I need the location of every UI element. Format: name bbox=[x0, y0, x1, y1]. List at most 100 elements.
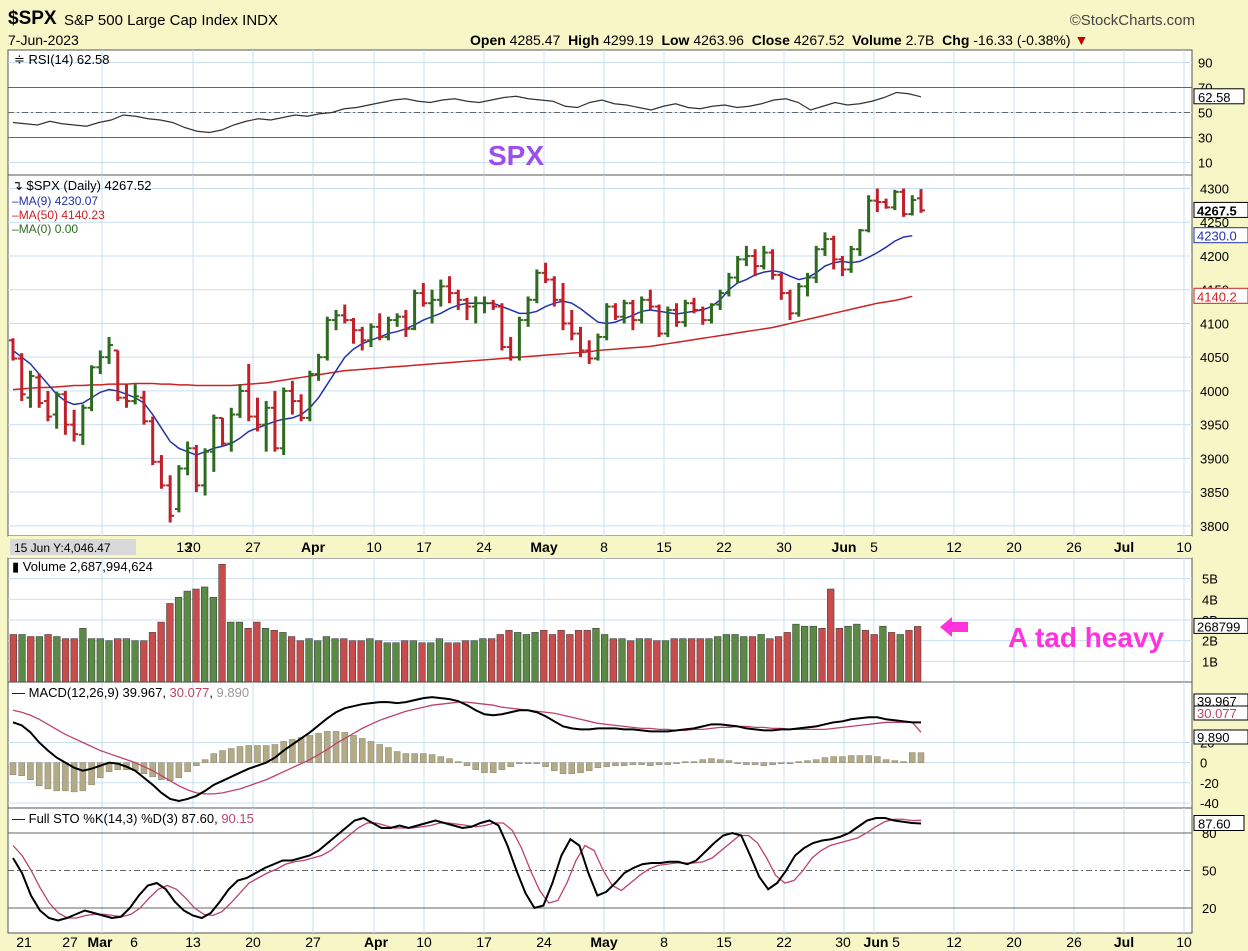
ohlc-bar bbox=[384, 316, 393, 341]
ohlc-bar bbox=[183, 441, 192, 476]
volume-bar bbox=[96, 638, 104, 683]
volume-bar bbox=[627, 640, 635, 683]
macd-hist-bar bbox=[917, 752, 925, 763]
macd-hist-bar bbox=[804, 760, 811, 763]
volume-tick-label: 2B bbox=[1202, 634, 1218, 649]
volume-bar bbox=[270, 630, 278, 683]
macd-hist-bar bbox=[376, 744, 383, 763]
volume-bar bbox=[801, 625, 809, 683]
macd-value-box bbox=[1193, 729, 1248, 745]
ohlc-bar bbox=[882, 198, 891, 209]
macd-hist-bar bbox=[350, 735, 357, 763]
macd-hist-bar bbox=[62, 762, 69, 792]
macd-hist-bar bbox=[481, 762, 488, 773]
price-value-box bbox=[1193, 287, 1248, 304]
macd-hist-bar bbox=[690, 761, 698, 763]
volume-bar bbox=[409, 640, 417, 683]
volume-bar bbox=[435, 638, 444, 683]
macd-hist-bar bbox=[184, 762, 191, 772]
macd-hist-bar bbox=[786, 762, 794, 764]
macd-hist-bar bbox=[245, 745, 252, 763]
ohlc-bar bbox=[768, 249, 777, 280]
price-tick-label: 4000 bbox=[1200, 384, 1229, 399]
ohlc-bar bbox=[628, 299, 637, 331]
ohlc-bar bbox=[463, 297, 471, 321]
low-label: Low bbox=[661, 32, 690, 48]
ohlc-bar bbox=[166, 475, 175, 523]
brand-label[interactable]: ©StockCharts.com bbox=[1069, 12, 1195, 29]
macd-hist-bar bbox=[402, 753, 410, 763]
ohlc-bar bbox=[541, 262, 550, 283]
ohlc-bar bbox=[131, 384, 140, 405]
macd-hist-bar bbox=[542, 762, 549, 767]
volume-bar bbox=[809, 625, 817, 683]
macd-hist-bar bbox=[44, 762, 52, 790]
macd-hist-bar bbox=[743, 762, 750, 765]
macd-hist-bar bbox=[114, 762, 122, 770]
close-label: Close bbox=[751, 32, 790, 48]
macd-hist-bar bbox=[812, 759, 820, 763]
ohlc-bar bbox=[401, 309, 410, 337]
volume-bar bbox=[574, 630, 583, 683]
macd-hist-bar bbox=[664, 762, 672, 765]
ma50-legend-text: MA(50) 4140.23 bbox=[18, 208, 105, 222]
volume-legend: ▮ Volume 2,687,994,624 bbox=[12, 559, 153, 575]
ohlc-bar bbox=[864, 195, 873, 233]
volume-bar bbox=[305, 638, 313, 683]
macd-hist-bar bbox=[158, 762, 165, 781]
date-tick-label: 10 bbox=[366, 539, 382, 555]
ohlc-bar bbox=[838, 255, 847, 277]
ohlc-bar bbox=[620, 299, 629, 324]
ohlc-bar bbox=[803, 272, 812, 297]
bottom-date-label: 20 bbox=[1006, 934, 1022, 950]
ma0-legend: –MA(0) 0.00 bbox=[12, 222, 152, 236]
rsi-tick-label: 30 bbox=[1198, 131, 1212, 146]
ohlc-bar bbox=[61, 390, 70, 435]
volume-bar bbox=[114, 638, 122, 683]
sto-k-line bbox=[12, 816, 922, 922]
volume-bar bbox=[148, 632, 157, 683]
volume-bar bbox=[601, 634, 609, 683]
crosshair-label: 15 Jun Y:4,046.47 bbox=[14, 541, 111, 555]
bottom-date-label: Jun bbox=[864, 934, 889, 950]
rsi-line bbox=[12, 91, 922, 134]
ohlc-bar bbox=[829, 235, 838, 270]
macd-hist-bar bbox=[708, 758, 715, 763]
ma9-legend-text: MA(9) 4230.07 bbox=[18, 194, 99, 208]
volume-bar bbox=[487, 638, 496, 683]
macd-signal-line bbox=[12, 701, 922, 795]
macd-hist-bar bbox=[472, 762, 479, 770]
volume-bar bbox=[131, 640, 139, 683]
bottom-date-label: 12 bbox=[946, 934, 962, 950]
volume-bar bbox=[774, 636, 783, 683]
bottom-date-label: 5 bbox=[892, 934, 900, 950]
macd-hist-bar bbox=[568, 762, 576, 774]
volume-bar bbox=[705, 638, 713, 683]
macd-value-label: 30.077 bbox=[1197, 706, 1237, 721]
sto-value-label: 87.60 bbox=[1198, 817, 1231, 832]
volume-bar bbox=[644, 638, 652, 683]
ohlc-bar bbox=[332, 309, 341, 331]
volume-tick-label: 1B bbox=[1202, 654, 1218, 669]
ohlc-bar bbox=[323, 316, 332, 361]
volume-bar bbox=[383, 642, 391, 683]
macd-hist-bar bbox=[620, 762, 628, 766]
price-value-label: 4140.2 bbox=[1197, 289, 1237, 304]
volume-bar bbox=[18, 634, 26, 683]
bottom-date-label: 13 bbox=[185, 934, 201, 950]
ohlc-bar bbox=[899, 188, 908, 217]
volume-bar bbox=[201, 586, 209, 683]
ohlc-bar bbox=[105, 336, 114, 364]
ohlc-bar bbox=[349, 318, 358, 344]
volume-bar bbox=[444, 642, 452, 683]
bottom-date-label: May bbox=[590, 934, 617, 950]
macd-hist-bar bbox=[367, 741, 375, 763]
macd-signal-legend: 30.077 bbox=[169, 685, 210, 700]
ohlc-bar bbox=[908, 195, 917, 216]
macd-hist-bar bbox=[489, 762, 497, 773]
date-tick-label: 20 bbox=[185, 539, 201, 555]
macd-hist-bar bbox=[594, 762, 602, 768]
macd-hist-bar bbox=[332, 731, 340, 763]
ohlc-bar bbox=[244, 363, 253, 422]
